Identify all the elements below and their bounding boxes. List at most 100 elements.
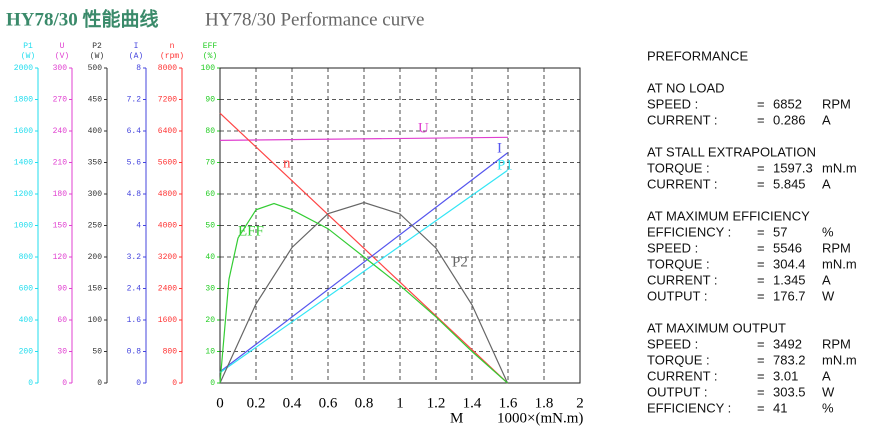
axis-header: P1 <box>23 42 33 51</box>
y-tick-label: 30 <box>205 285 215 294</box>
y-tick-label: 4 <box>136 222 141 231</box>
axis-unit: (A) <box>129 52 143 61</box>
spec-value: 3.01 <box>773 368 798 383</box>
y-tick-label: 2.4 <box>127 285 142 294</box>
y-tick-label: 4800 <box>158 190 177 199</box>
y-tick-label: 0 <box>210 379 215 388</box>
x-tick-label: 1.8 <box>535 395 554 411</box>
spec-unit: mN.m <box>822 256 857 271</box>
spec-unit: mN.m <box>822 160 857 175</box>
spec-unit: RPM <box>822 336 851 351</box>
y-tick-label: 10 <box>205 348 215 357</box>
spec-label: TORQUE : <box>647 160 710 175</box>
spec-label: EFFICIENCY : <box>647 224 731 239</box>
spec-separator: = <box>757 112 765 127</box>
spec-unit: A <box>822 272 831 287</box>
spec-heading: AT NO LOAD <box>647 80 725 95</box>
y-tick-label: 400 <box>19 316 34 325</box>
axis-unit: (%) <box>203 52 217 61</box>
x-tick-label: 1 <box>396 395 404 411</box>
plot-border <box>219 67 581 384</box>
axis-header: I <box>134 42 139 51</box>
y-tick-label: 1000 <box>14 222 33 231</box>
y-tick-label: 200 <box>19 348 34 357</box>
spec-separator: = <box>757 352 765 367</box>
curve <box>219 201 509 384</box>
y-tick-label: 350 <box>88 159 103 168</box>
y-tick-label: 90 <box>205 96 215 105</box>
spec-unit: A <box>822 112 831 127</box>
y-tick-label: 1800 <box>14 96 33 105</box>
spec-label: TORQUE : <box>647 352 710 367</box>
spec-label: SPEED : <box>647 336 698 351</box>
y-tick-label: 600 <box>19 285 34 294</box>
axis-unit: (V) <box>55 52 69 61</box>
spec-separator: = <box>757 400 765 415</box>
spec-label: CURRENT : <box>647 112 718 127</box>
curve <box>219 112 508 384</box>
spec-value: 1.345 <box>773 272 806 287</box>
x-tick-label: 1.2 <box>427 395 446 411</box>
spec-unit: mN.m <box>822 352 857 367</box>
y-tick-label: 240 <box>53 127 68 136</box>
y-tick-label: 0 <box>28 379 33 388</box>
spec-heading: AT MAXIMUM OUTPUT <box>647 320 786 335</box>
curve <box>219 136 509 141</box>
y-tick-label: 150 <box>88 285 103 294</box>
x-label: M <box>450 410 463 426</box>
y-tick-label: 6.4 <box>127 127 142 136</box>
spec-value: 0.286 <box>773 112 806 127</box>
y-tick-label: 2000 <box>14 64 33 73</box>
spec-label: SPEED : <box>647 240 698 255</box>
y-tick-label: 1.6 <box>127 316 142 325</box>
y-tick-label: 60 <box>57 316 67 325</box>
y-tick-label: 8 <box>136 64 141 73</box>
spec-separator: = <box>757 288 765 303</box>
y-tick-label: 800 <box>163 348 178 357</box>
subtitle: HY78/30 Performance curve <box>205 9 424 30</box>
spec-unit: A <box>822 368 831 383</box>
spec-value: 41 <box>773 400 787 415</box>
y-tick-label: 150 <box>53 222 68 231</box>
y-tick-label: 200 <box>88 253 103 262</box>
x-tick-label: 0.4 <box>283 395 302 411</box>
spec-value: 6852 <box>773 96 802 111</box>
y-tick-label: 270 <box>53 96 68 105</box>
spec-label: OUTPUT : <box>647 288 707 303</box>
y-tick-label: 20 <box>205 316 215 325</box>
spec-label: SPEED : <box>647 96 698 111</box>
y-tick-label: 2400 <box>158 285 177 294</box>
spec-separator: = <box>757 368 765 383</box>
curve-label: U <box>418 120 429 136</box>
curve-label: EFF <box>238 223 264 239</box>
spec-title: PREFORMANCE <box>647 48 748 63</box>
spec-label: CURRENT : <box>647 272 718 287</box>
y-tick-label: 40 <box>205 253 215 262</box>
y-tick-label: 30 <box>57 348 67 357</box>
spec-separator: = <box>757 224 765 239</box>
y-tick-label: 120 <box>53 253 68 262</box>
y-tick-label: 1600 <box>14 127 33 136</box>
x-tick-label: 2 <box>576 395 584 411</box>
spec-unit: W <box>822 384 835 399</box>
y-tick-label: 0 <box>62 379 67 388</box>
curve <box>219 169 508 374</box>
spec-value: 3492 <box>773 336 802 351</box>
spec-separator: = <box>757 160 765 175</box>
curve-label: P2 <box>452 254 468 270</box>
spec-label: CURRENT : <box>647 176 718 191</box>
spec-unit: RPM <box>822 96 851 111</box>
spec-value: 5.845 <box>773 176 806 191</box>
x-tick-label: 1.4 <box>463 395 482 411</box>
y-tick-label: 450 <box>88 96 103 105</box>
y-tick-label: 300 <box>88 190 103 199</box>
spec-separator: = <box>757 272 765 287</box>
spec-label: TORQUE : <box>647 256 710 271</box>
curve <box>219 152 508 373</box>
curve-label: n <box>283 155 291 171</box>
y-tick-label: 4.8 <box>127 190 142 199</box>
y-tick-label: 0 <box>136 379 141 388</box>
y-tick-label: 80 <box>205 127 215 136</box>
spec-separator: = <box>757 240 765 255</box>
y-tick-label: 7200 <box>158 96 177 105</box>
